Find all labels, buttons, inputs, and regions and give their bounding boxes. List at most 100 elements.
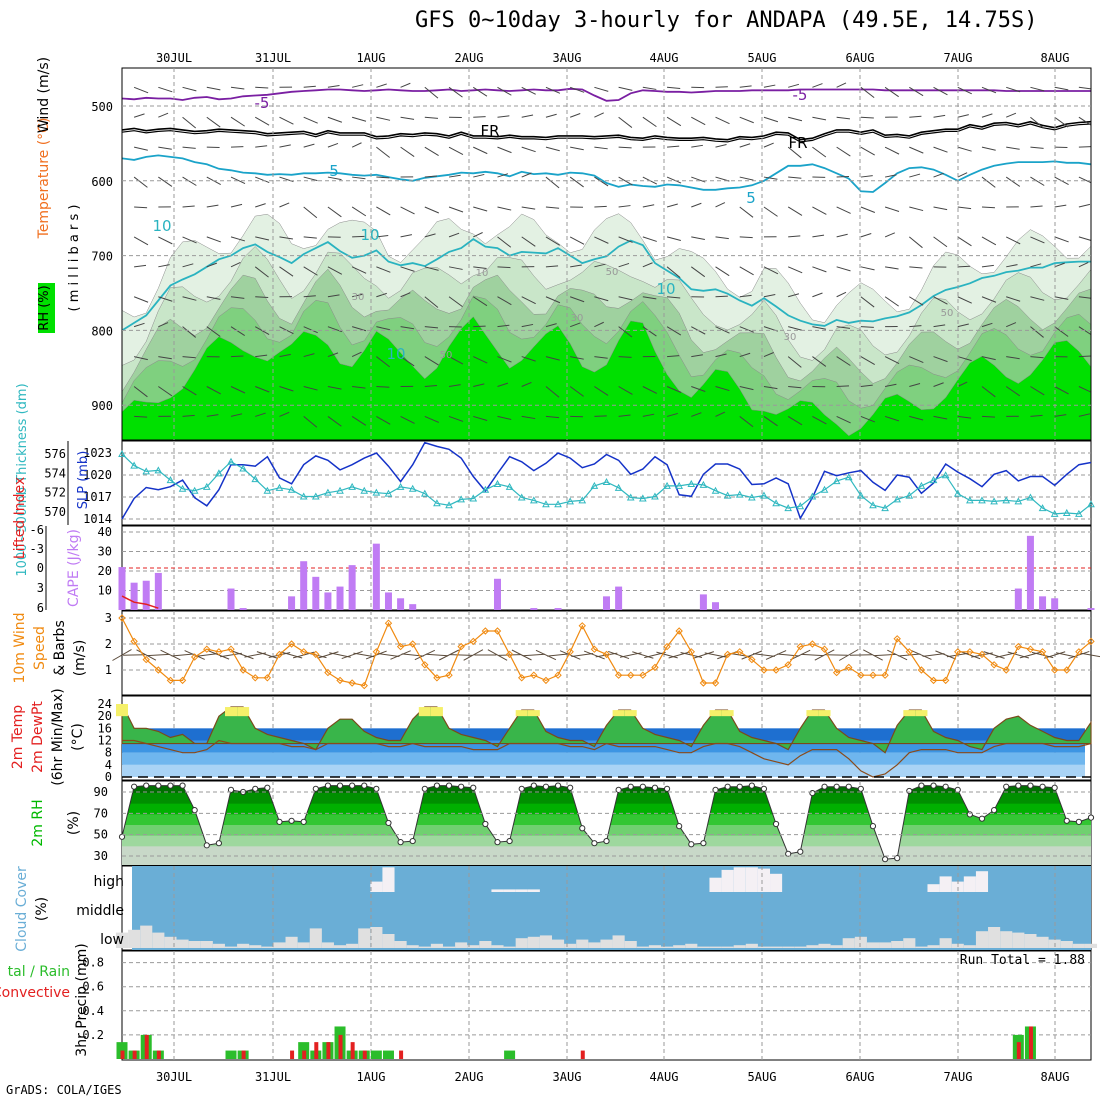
wind-barb — [715, 411, 726, 417]
wind10-marker — [796, 642, 805, 651]
wind-barb — [376, 234, 389, 238]
rh2m-ylabel-2: (%) — [66, 811, 82, 835]
rh2m-marker — [554, 782, 562, 789]
wind-barb — [400, 146, 415, 157]
wind-barb — [303, 386, 318, 391]
wind-barb — [788, 386, 802, 389]
precip-conv-bar — [580, 1050, 585, 1059]
wind-barb — [230, 86, 245, 90]
wind10-marker — [990, 661, 998, 669]
wind-barb — [351, 416, 367, 426]
li-tick-label: -3 — [30, 542, 44, 556]
rh2m-marker — [264, 784, 271, 791]
rh2m-marker — [894, 855, 901, 862]
cloud-high-bar — [757, 868, 771, 892]
temp-tick-label: 0 — [105, 770, 112, 784]
wind-barb — [497, 86, 512, 96]
date-label-bottom: 5AUG — [748, 1070, 777, 1084]
wind10-barb — [232, 650, 254, 660]
thickness-marker — [978, 496, 986, 504]
wind-barb — [933, 172, 944, 178]
wind10-marker — [1063, 666, 1071, 674]
wind-barb — [836, 291, 847, 298]
cloud-low-bar — [346, 943, 359, 948]
wind-barb — [715, 116, 730, 125]
wind10-marker — [178, 676, 187, 685]
temp-peak — [116, 704, 128, 717]
wind-barb — [642, 86, 657, 90]
temp-tick-label: 12 — [98, 734, 112, 748]
cloud-high-bar — [491, 889, 504, 892]
rh2m-marker — [809, 789, 816, 797]
wind-barb — [545, 146, 560, 152]
wind10-marker — [1075, 648, 1083, 656]
wind10-barb — [341, 650, 363, 660]
wind-barb — [303, 266, 318, 276]
wind-barb — [884, 206, 900, 212]
thickness-tick-label: 574 — [44, 466, 66, 480]
wind-barb — [133, 236, 149, 246]
precip-total-bar — [225, 1050, 237, 1059]
cloud-low-bar — [745, 943, 758, 948]
wind-barb — [352, 386, 366, 389]
thickness-marker — [227, 457, 235, 465]
profile-layers: -5 -5 FR FR 5 5 10 10 10 10 50 30 30 10 50 30 50 — [122, 82, 1091, 440]
date-label-bottom: 2AUG — [455, 1070, 484, 1084]
wind-barb — [1078, 296, 1091, 299]
wind-barb — [594, 236, 609, 244]
wind-barb — [497, 415, 512, 420]
wind10-barb — [390, 650, 411, 660]
wind10-marker — [1026, 645, 1035, 653]
contour-label: 50 — [941, 308, 954, 319]
thickness-marker — [481, 485, 490, 493]
wind-barb — [351, 351, 362, 358]
wind-barb — [860, 384, 873, 387]
wind-barb — [327, 176, 342, 181]
wind-barb — [569, 113, 581, 118]
wind10-barb — [935, 650, 957, 660]
wind-ylabel-4: (m/s) — [72, 640, 88, 677]
cloud-high-bar — [709, 877, 722, 892]
wind10-marker — [348, 679, 356, 687]
wind-barb — [424, 326, 439, 329]
wind-barb — [666, 203, 678, 208]
cape-bar — [397, 598, 405, 610]
wind-barb — [545, 176, 560, 189]
rh2m-marker — [603, 837, 610, 845]
cloud-low-bar — [515, 938, 528, 948]
wind-barb — [933, 415, 948, 420]
wind-barb — [836, 116, 851, 120]
precip-conv-bar — [241, 1050, 246, 1059]
li-tick-label: -6 — [30, 523, 44, 537]
wind-barb — [134, 415, 148, 418]
wind10-barb — [814, 649, 835, 661]
cloud-low-bar — [406, 945, 419, 948]
wind10-marker — [372, 648, 381, 656]
cloud-low-bar — [382, 934, 395, 948]
temp-peak — [709, 710, 722, 717]
cloud-low-bar — [551, 939, 565, 948]
wind10-marker — [760, 666, 768, 674]
wind-barb — [424, 296, 439, 308]
wind-barb — [182, 205, 195, 208]
rh2m-marker — [1075, 818, 1082, 825]
wind-barb — [666, 116, 682, 127]
wind-barb — [594, 112, 604, 118]
slp-tick-label: 1014 — [83, 512, 112, 526]
rh2m-marker — [966, 811, 973, 818]
thickness-marker — [360, 486, 369, 494]
wind-barb — [1054, 116, 1069, 128]
wind-barb — [327, 266, 343, 275]
wind10-marker — [1038, 648, 1047, 656]
cloud-low-bar — [285, 936, 298, 948]
wind-barb — [497, 382, 509, 387]
cloud-low-bar — [297, 942, 310, 948]
wind10-barb — [668, 651, 690, 659]
wind-barb — [521, 146, 536, 153]
wind10-marker — [1002, 666, 1010, 674]
wind-barb — [909, 296, 924, 306]
cloud-high-bar — [939, 876, 952, 892]
wind10-marker — [736, 648, 744, 656]
thickness-marker — [130, 461, 138, 469]
li-ylabel: Lifted Index — [12, 477, 28, 559]
